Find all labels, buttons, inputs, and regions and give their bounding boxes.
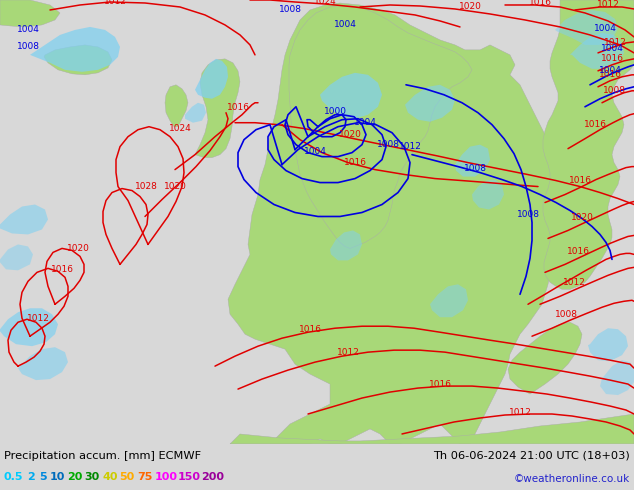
Text: 150: 150	[178, 472, 201, 482]
Text: 0.5: 0.5	[4, 472, 23, 482]
Polygon shape	[555, 10, 618, 45]
Text: 1004: 1004	[598, 66, 621, 75]
Text: 1016: 1016	[226, 103, 250, 112]
Text: 1004: 1004	[354, 118, 377, 127]
Text: 1012: 1012	[597, 0, 619, 9]
Polygon shape	[600, 360, 634, 395]
Text: 1020: 1020	[67, 244, 89, 253]
Text: 1012: 1012	[399, 142, 422, 151]
Polygon shape	[195, 59, 228, 99]
Text: 1020: 1020	[164, 182, 186, 191]
Polygon shape	[30, 27, 120, 72]
Polygon shape	[44, 45, 112, 75]
Text: 5: 5	[39, 472, 46, 482]
Text: 1004: 1004	[333, 21, 356, 29]
Text: ©weatheronline.co.uk: ©weatheronline.co.uk	[514, 474, 630, 484]
Text: 40: 40	[102, 472, 118, 482]
Text: 1004: 1004	[593, 24, 616, 33]
Text: 1016: 1016	[583, 120, 607, 129]
Polygon shape	[320, 73, 382, 119]
Text: 20: 20	[67, 472, 83, 482]
Text: Th 06-06-2024 21:00 UTC (18+03): Th 06-06-2024 21:00 UTC (18+03)	[433, 451, 630, 461]
Text: Precipitation accum. [mm] ECMWF: Precipitation accum. [mm] ECMWF	[4, 451, 201, 461]
Polygon shape	[455, 145, 490, 176]
Text: 1004: 1004	[16, 25, 39, 34]
Text: 1008: 1008	[463, 164, 486, 173]
Text: 1024: 1024	[169, 124, 191, 133]
Text: 1012: 1012	[103, 0, 126, 6]
Text: 1012: 1012	[562, 278, 585, 287]
Text: 1016: 1016	[429, 380, 451, 389]
Text: 1000: 1000	[323, 107, 347, 116]
Text: 1004: 1004	[600, 45, 623, 53]
Polygon shape	[508, 322, 582, 394]
Text: 1004: 1004	[304, 147, 327, 156]
Polygon shape	[570, 33, 624, 69]
Text: 1016: 1016	[51, 265, 74, 274]
Text: 1008: 1008	[16, 43, 39, 51]
Polygon shape	[472, 179, 504, 210]
Text: 1016: 1016	[569, 176, 592, 185]
Polygon shape	[228, 3, 568, 444]
Text: 2: 2	[28, 472, 36, 482]
Text: 200: 200	[202, 472, 224, 482]
Text: 1008: 1008	[278, 5, 302, 15]
Text: 1020: 1020	[458, 2, 481, 11]
Polygon shape	[0, 245, 33, 270]
Text: 1008: 1008	[377, 140, 399, 149]
Text: 50: 50	[120, 472, 135, 482]
Text: 1012: 1012	[604, 38, 626, 48]
Polygon shape	[230, 414, 634, 444]
Text: 1020: 1020	[339, 130, 361, 139]
Polygon shape	[165, 85, 188, 127]
Polygon shape	[185, 103, 206, 122]
Text: 1008: 1008	[555, 310, 578, 319]
Polygon shape	[18, 347, 68, 380]
Text: 1016: 1016	[529, 0, 552, 7]
Polygon shape	[543, 0, 634, 289]
Text: 1016: 1016	[600, 54, 623, 63]
Text: 1016: 1016	[299, 325, 321, 334]
Text: 1028: 1028	[134, 182, 157, 191]
Text: 1008: 1008	[602, 86, 626, 95]
Text: 1012: 1012	[27, 314, 49, 323]
Text: 1024: 1024	[314, 0, 337, 6]
Text: 1020: 1020	[571, 213, 593, 222]
Polygon shape	[588, 328, 628, 361]
Polygon shape	[405, 85, 455, 122]
Text: 1012: 1012	[337, 348, 359, 357]
Polygon shape	[0, 204, 48, 234]
Text: 100: 100	[155, 472, 178, 482]
Text: 1008: 1008	[517, 210, 540, 219]
Text: 30: 30	[85, 472, 100, 482]
Text: 1016: 1016	[567, 247, 590, 256]
Text: 1016: 1016	[598, 71, 621, 79]
Polygon shape	[0, 0, 60, 27]
Text: 75: 75	[137, 472, 152, 482]
Polygon shape	[289, 5, 472, 248]
Text: 1012: 1012	[508, 408, 531, 416]
Polygon shape	[195, 59, 240, 158]
Polygon shape	[430, 284, 468, 317]
Text: 1016: 1016	[344, 158, 366, 167]
Polygon shape	[0, 308, 58, 346]
Text: 10: 10	[50, 472, 65, 482]
Polygon shape	[330, 230, 362, 260]
